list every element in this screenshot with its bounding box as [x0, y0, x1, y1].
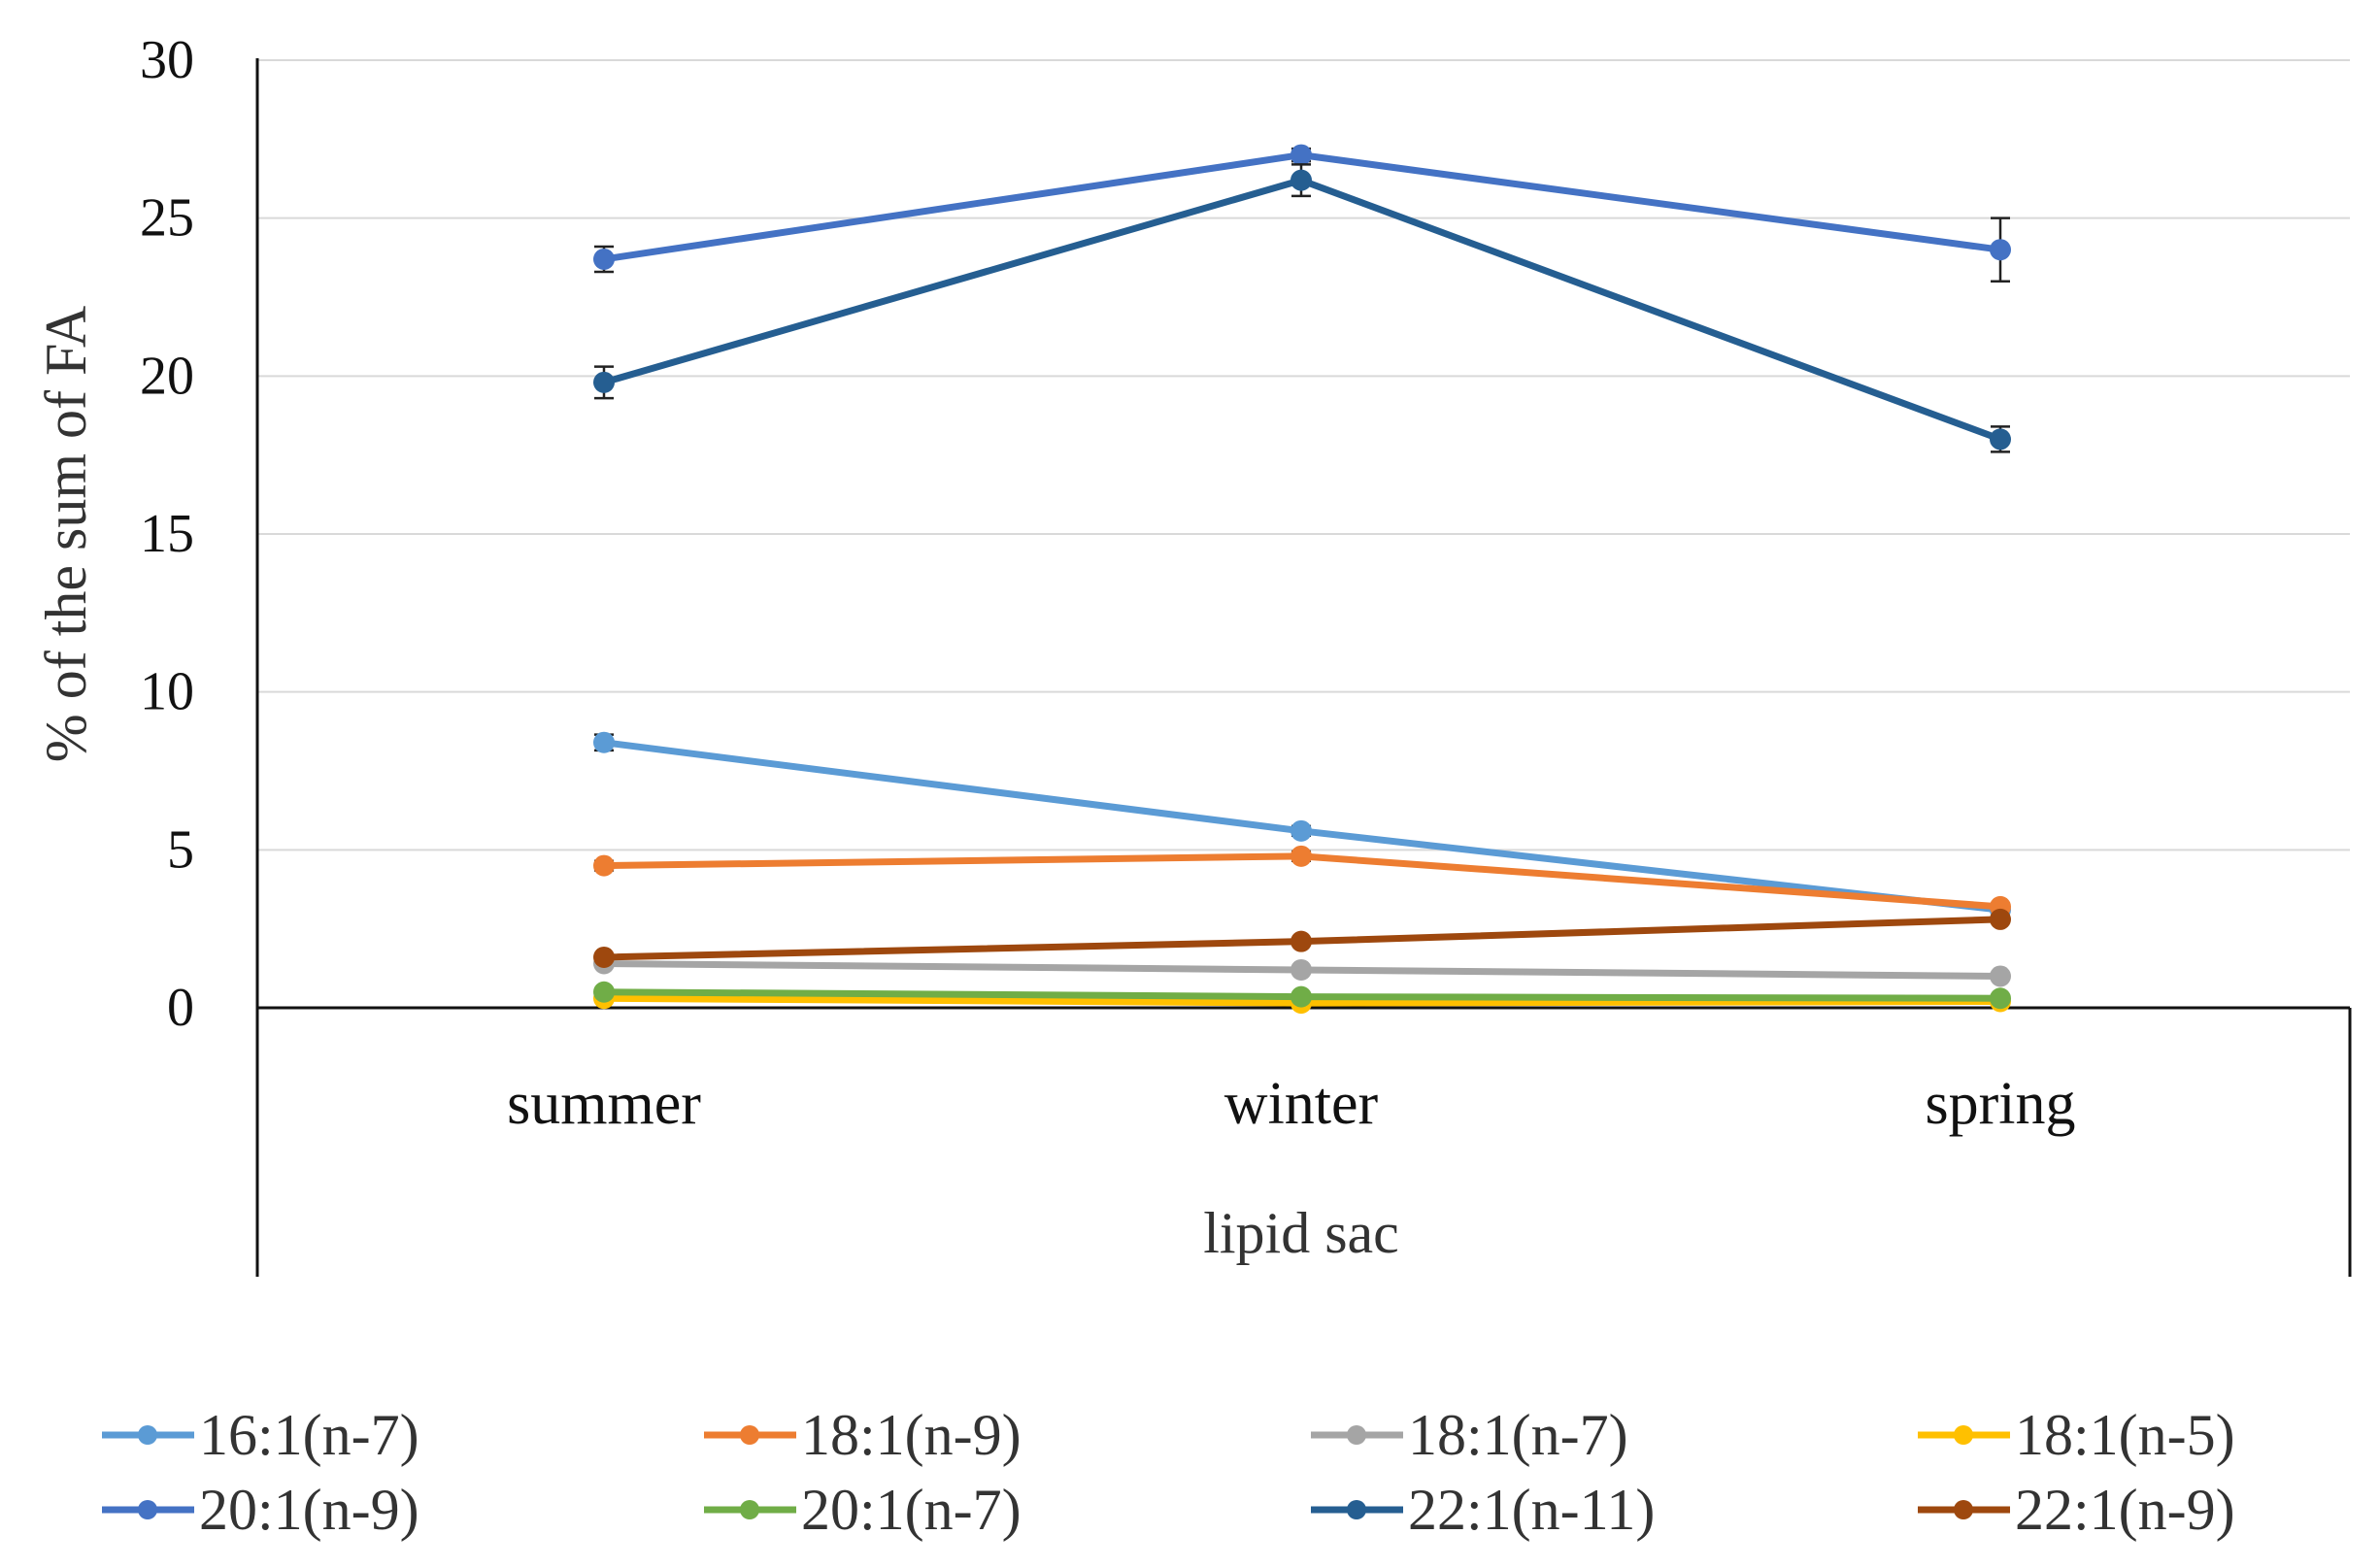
legend-label: 18:1(n-9) — [801, 1403, 1022, 1467]
y-axis-title: % of the sum of FA — [34, 306, 98, 763]
legend-item: 18:1(n-5) — [1918, 1403, 2235, 1467]
series-20:1(n-7) — [593, 981, 2011, 1010]
y-tick-label: 25 — [140, 188, 194, 249]
data-point — [1291, 958, 1312, 981]
legend-swatch-marker — [1347, 1500, 1366, 1519]
legend-item: 22:1(n-11) — [1311, 1478, 1655, 1542]
series-lines — [593, 144, 2011, 1015]
series-18:1(n-9) — [593, 845, 2011, 917]
x-axis-title: lipid sac — [1203, 1201, 1399, 1265]
y-axis-ticks: 0 5 10 15 20 25 30 — [140, 30, 194, 1038]
legend-item: 20:1(n-9) — [102, 1478, 419, 1542]
legend-swatch-marker — [138, 1500, 157, 1519]
y-tick-label: 0 — [167, 978, 194, 1038]
data-point — [1990, 965, 2011, 987]
y-tick-label: 15 — [140, 504, 194, 564]
data-point — [1291, 169, 1312, 191]
y-tick-label: 10 — [140, 662, 194, 722]
x-category-label: spring — [1926, 1071, 2076, 1137]
series-20:1(n-9) — [593, 144, 2011, 283]
legend-label: 18:1(n-5) — [2015, 1403, 2235, 1467]
legend-item: 18:1(n-9) — [704, 1403, 1022, 1467]
data-point — [593, 981, 615, 1003]
data-point — [593, 854, 615, 877]
data-point — [1291, 144, 1312, 166]
data-point — [1291, 845, 1312, 867]
data-point — [1990, 428, 2011, 450]
series-22:1(n-9) — [593, 908, 2011, 968]
data-point — [1291, 819, 1312, 842]
legend-swatch-marker — [1954, 1500, 1973, 1519]
data-point — [593, 946, 615, 968]
data-point — [1990, 908, 2011, 930]
legend-item: 18:1(n-7) — [1311, 1403, 1628, 1467]
legend-label: 16:1(n-7) — [199, 1403, 419, 1467]
legend-swatch-marker — [1347, 1425, 1366, 1445]
legend-swatch-marker — [1954, 1425, 1973, 1445]
data-point — [1291, 985, 1312, 1008]
legend-label: 18:1(n-7) — [1408, 1403, 1628, 1467]
legend-label: 22:1(n-9) — [2015, 1478, 2235, 1542]
y-tick-label: 5 — [167, 819, 194, 880]
legend: 16:1(n-7) 18:1(n-9) 18:1(n-7) 18:1(n-5) 20:1… — [102, 1403, 2235, 1542]
data-point — [1990, 239, 2011, 261]
legend-label: 20:1(n-7) — [801, 1478, 1022, 1542]
legend-item: 22:1(n-9) — [1918, 1478, 2235, 1542]
legend-swatch-marker — [740, 1500, 759, 1519]
data-point — [1291, 930, 1312, 952]
y-tick-label: 20 — [140, 346, 194, 406]
series-22:1(n-11) — [593, 163, 2011, 453]
data-point — [1990, 987, 2011, 1010]
legend-swatch-marker — [740, 1425, 759, 1445]
legend-item: 16:1(n-7) — [102, 1403, 419, 1467]
y-tick-label: 30 — [140, 30, 194, 90]
x-category-label: summer — [507, 1071, 701, 1137]
legend-label: 22:1(n-11) — [1408, 1478, 1655, 1542]
data-point — [593, 371, 615, 393]
series-18:1(n-7) — [593, 952, 2011, 987]
data-point — [593, 248, 615, 270]
data-point — [593, 731, 615, 753]
legend-swatch-marker — [138, 1425, 157, 1445]
legend-item: 20:1(n-7) — [704, 1478, 1022, 1542]
legend-label: 20:1(n-9) — [199, 1478, 419, 1542]
x-axis-categories: summer winter spring — [507, 1071, 2075, 1137]
x-category-label: winter — [1224, 1071, 1379, 1137]
